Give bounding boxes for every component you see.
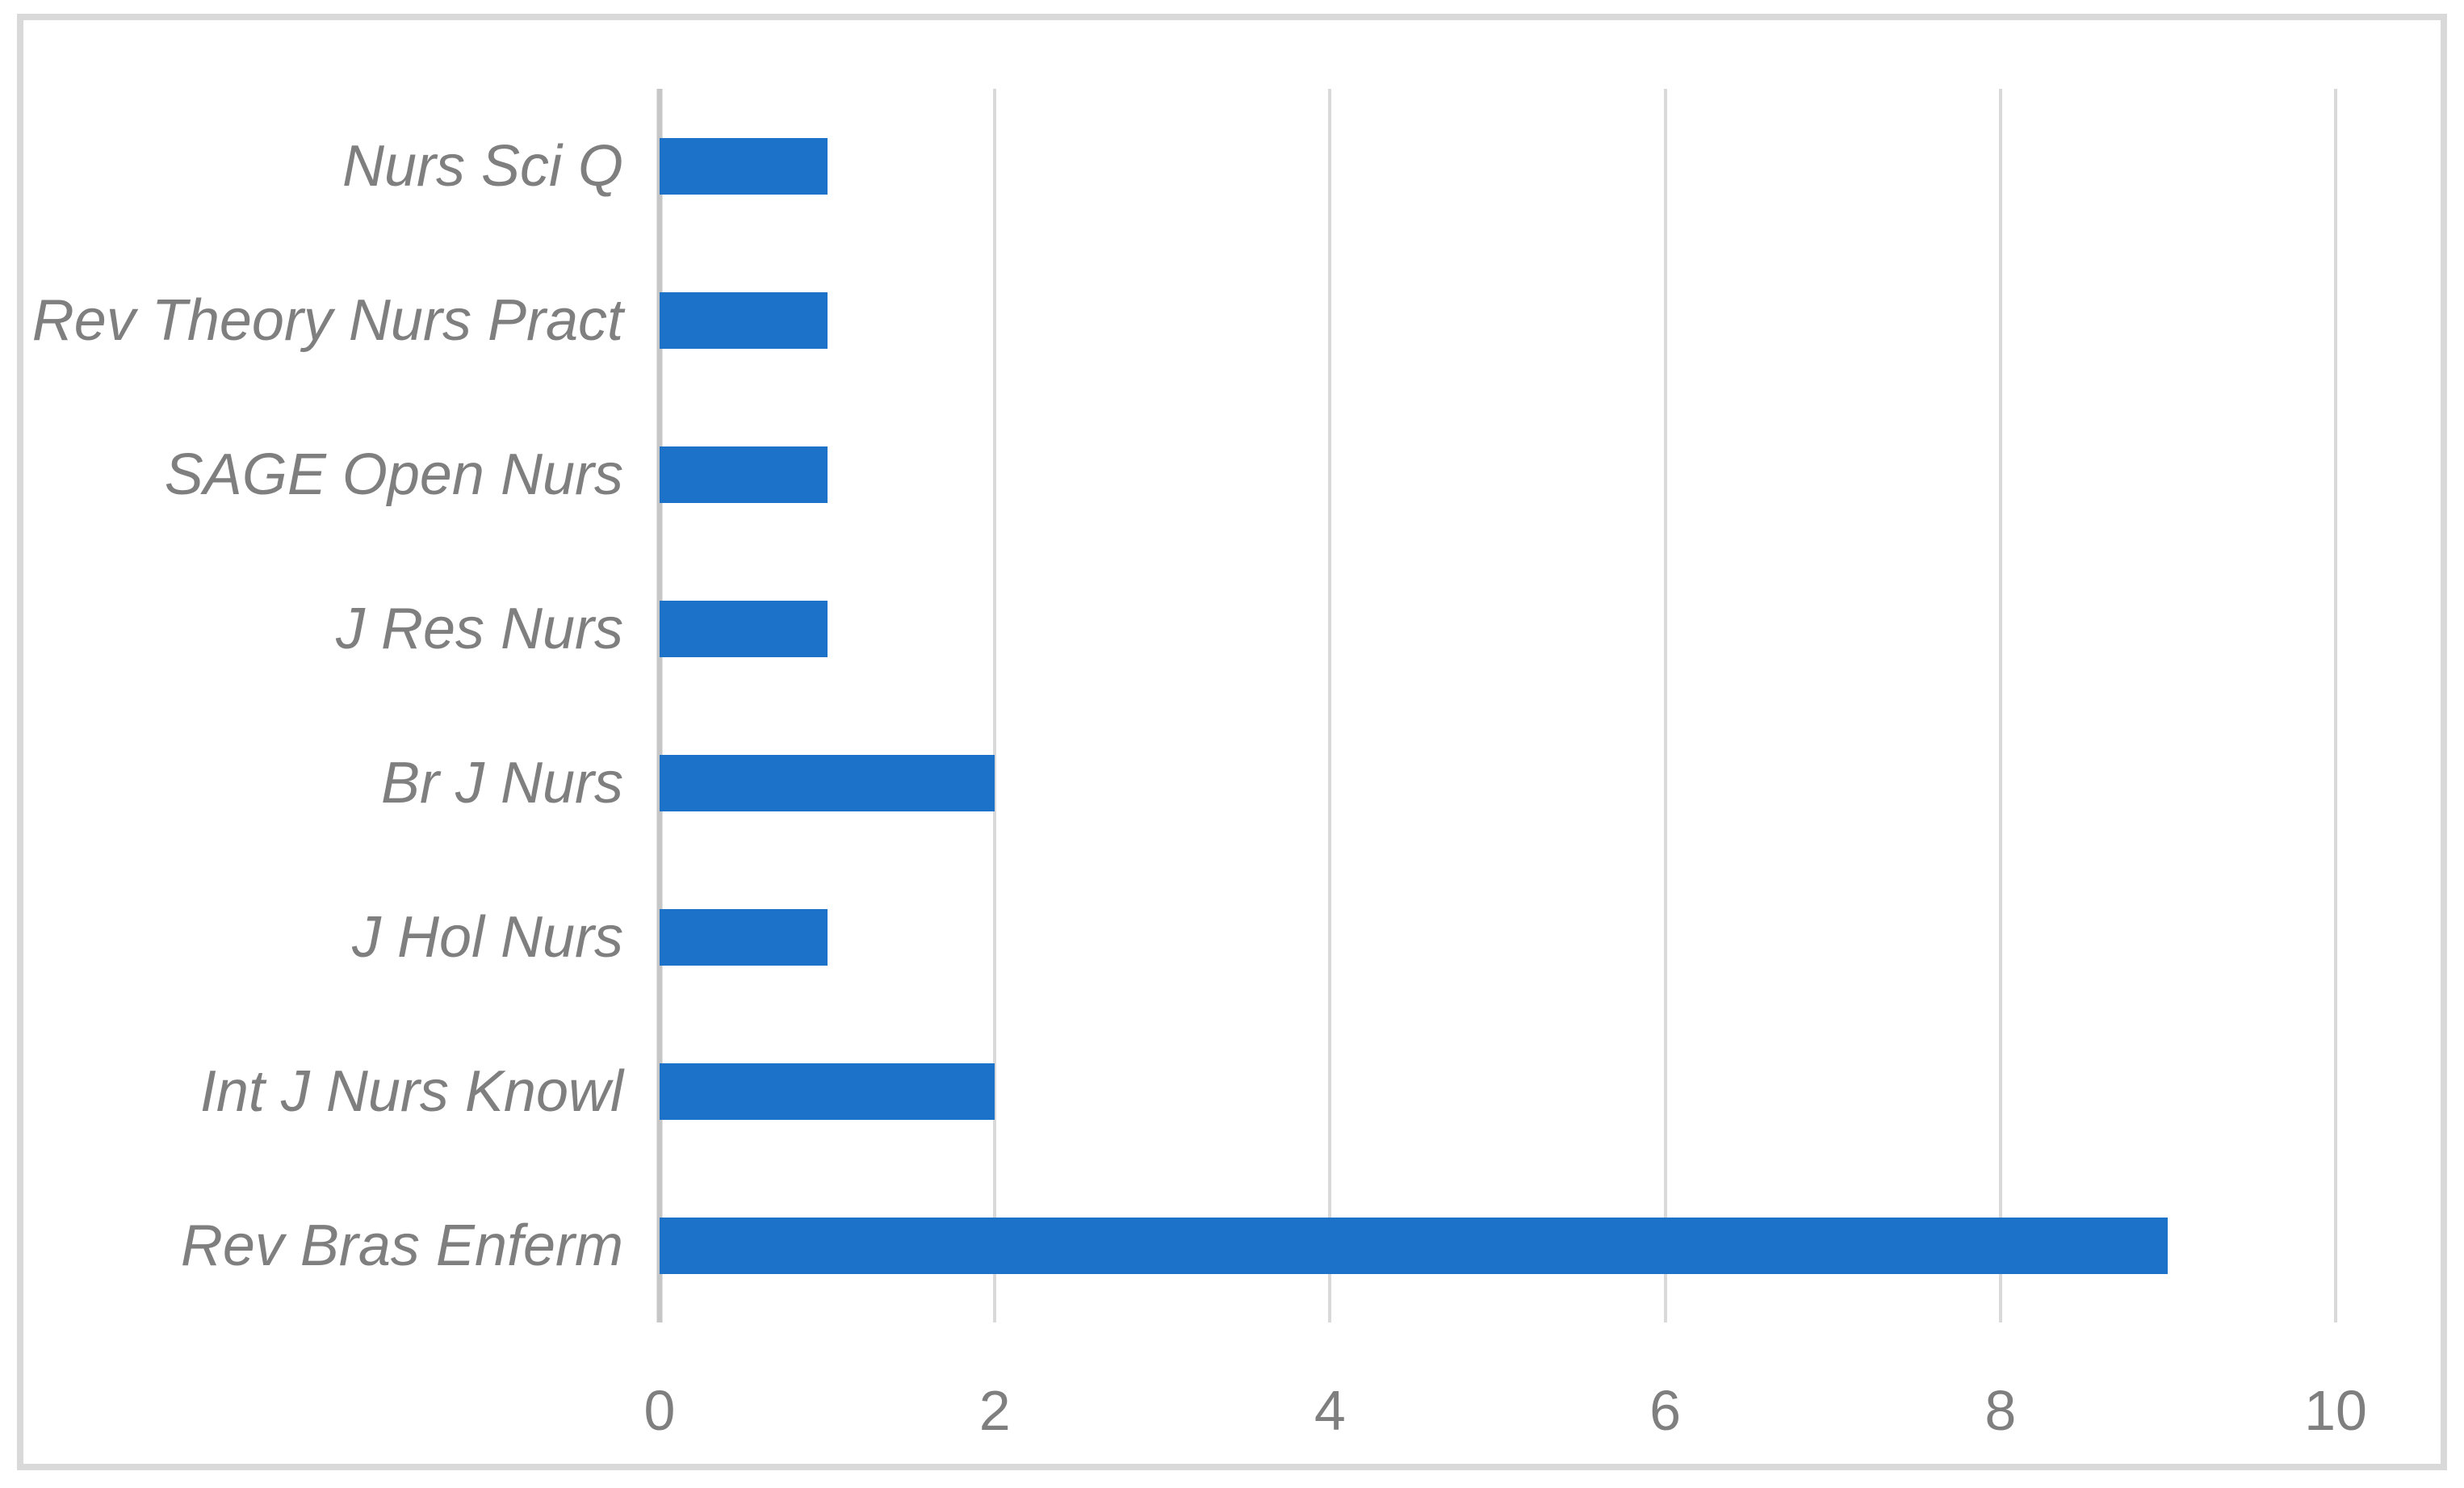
category-label: Rev Theory Nurs Pract (31, 287, 623, 353)
bar (660, 908, 828, 966)
category-label: Br J Nurs (380, 750, 623, 815)
category-label: Rev Bras Enferm (180, 1213, 623, 1278)
bar (660, 1217, 2169, 1274)
x-tick-label: 2 (978, 1379, 1011, 1442)
x-tick-label: 4 (1314, 1379, 1346, 1442)
bar (660, 291, 828, 349)
category-label: J Res Nurs (335, 596, 623, 661)
gridline (1328, 89, 1332, 1322)
category-label: Int J Nurs Knowl (199, 1058, 623, 1124)
gridline (2334, 89, 2337, 1322)
value-axis-line (656, 89, 663, 1322)
bar (660, 1063, 995, 1120)
x-tick-label: 8 (1984, 1379, 2017, 1442)
bar (660, 754, 995, 811)
x-tick-label: 6 (1649, 1379, 1682, 1442)
x-tick-label: 10 (2304, 1379, 2367, 1442)
gridline (1663, 89, 1667, 1322)
chart-outer-border (17, 14, 2447, 1470)
x-tick-label: 0 (643, 1379, 676, 1442)
category-label: Nurs Sci Q (342, 133, 623, 199)
gridline (993, 89, 997, 1322)
category-label: J Hol Nurs (351, 904, 623, 970)
gridline (1998, 89, 2002, 1322)
category-label: SAGE Open Nurs (164, 442, 623, 507)
bar (660, 600, 828, 657)
plot-area (656, 89, 2337, 1322)
bar (660, 446, 828, 503)
bar (660, 137, 828, 195)
